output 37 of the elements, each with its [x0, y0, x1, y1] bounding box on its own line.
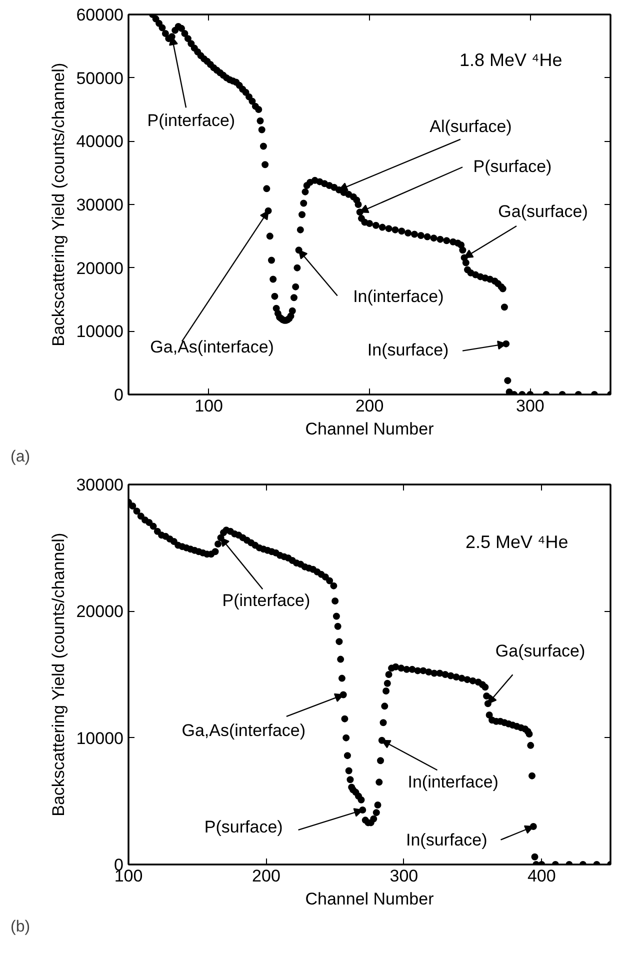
- x-tick-label: 400: [527, 866, 556, 886]
- annotation: 1.8 MeV ⁴He: [459, 50, 562, 70]
- y-tick-label: 0: [114, 386, 124, 404]
- x-tick-label: 200: [355, 396, 384, 416]
- annotation: 2.5 MeV ⁴He: [465, 532, 568, 552]
- text: (b): [10, 918, 30, 936]
- y-tick-label: 50000: [76, 68, 124, 88]
- annotation: In(interface): [353, 286, 444, 306]
- annotation: Ga(surface): [498, 202, 588, 221]
- annotation: P(surface): [204, 818, 283, 837]
- annotation: In(interface): [408, 772, 498, 792]
- y-tick-label: 30000: [76, 196, 124, 214]
- annotation: In(surface): [367, 340, 449, 360]
- y-axis-title: Backscattering Yield (counts/channel): [49, 62, 68, 346]
- annotation: P(surface): [473, 157, 552, 176]
- y-tick-label: 10000: [76, 728, 124, 748]
- x-axis-title: Channel Number: [305, 420, 434, 438]
- y-axis-title: Backscattering Yield (counts/channel): [49, 532, 68, 816]
- x-tick-label: 100: [194, 396, 224, 416]
- annotation: Ga,As(interface): [182, 720, 306, 740]
- x-tick-label: 300: [390, 866, 418, 886]
- y-tick-label: 20000: [76, 602, 124, 622]
- annotation: Al(surface): [430, 117, 512, 136]
- y-tick-label: 20000: [76, 258, 124, 278]
- annotation: P(interface): [147, 110, 236, 130]
- annotation: Ga(surface): [495, 641, 586, 660]
- annotation: Ga,As(interface): [150, 338, 274, 356]
- y-tick-label: 60000: [76, 6, 124, 24]
- x-axis-title: Channel Number: [305, 890, 434, 908]
- y-tick-label: 30000: [76, 476, 124, 494]
- annotation: P(interface): [222, 590, 310, 610]
- y-tick-label: 10000: [76, 322, 124, 342]
- x-tick-label: 300: [516, 396, 544, 416]
- annotation: In(surface): [406, 830, 488, 850]
- x-tick-label: 200: [252, 866, 280, 886]
- y-tick-label: 40000: [76, 132, 124, 152]
- text: (a): [10, 448, 30, 466]
